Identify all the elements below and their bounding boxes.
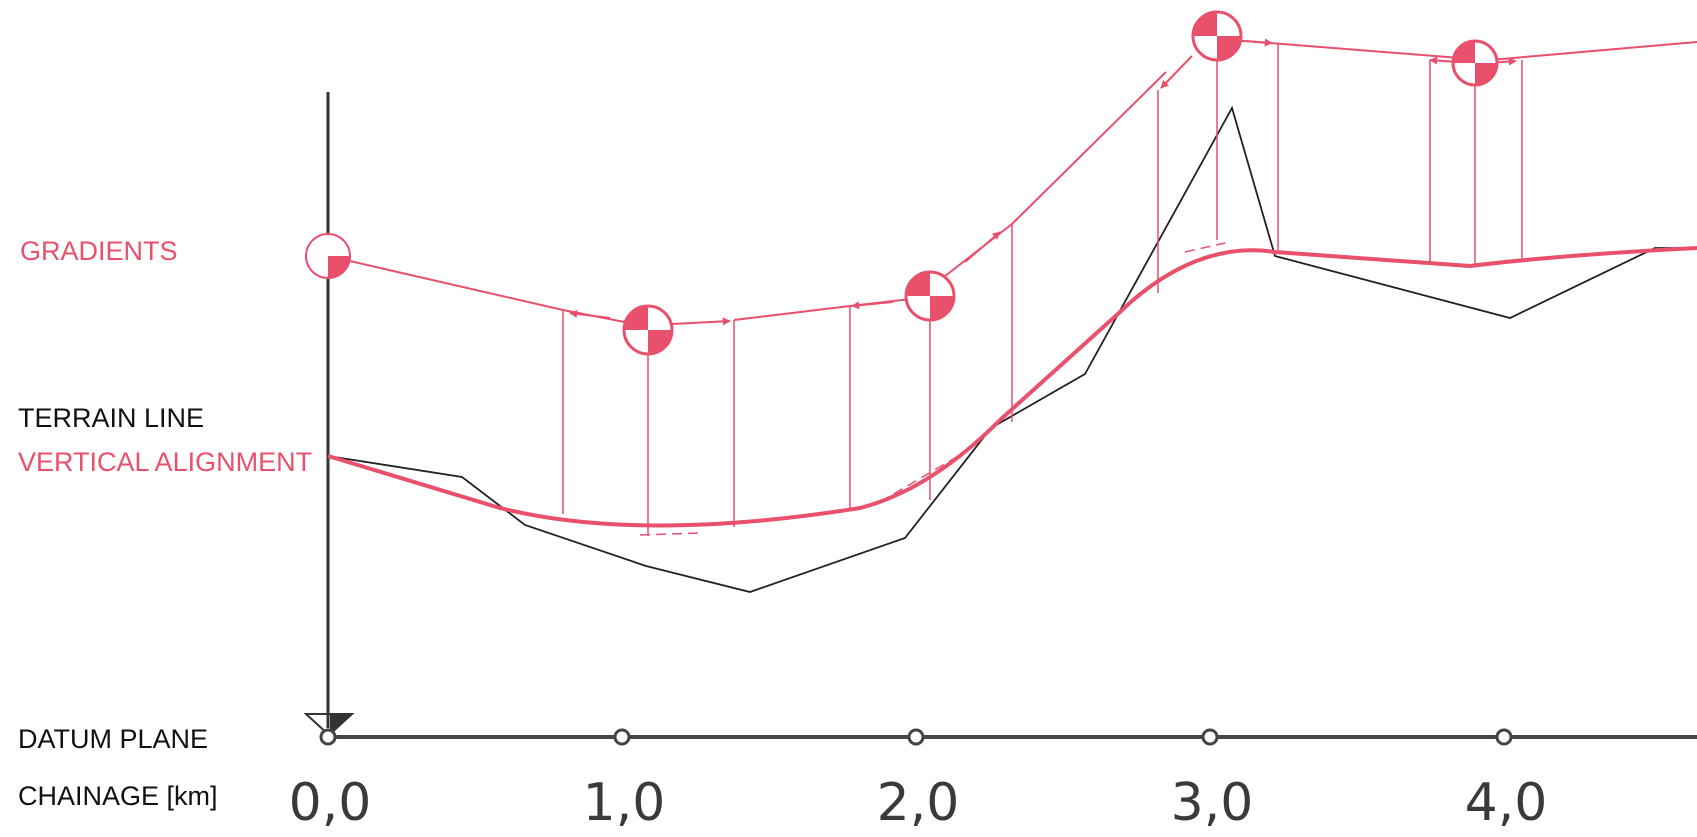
chainage-tick-label: 1,0 xyxy=(583,773,666,833)
chainage-label: CHAINAGE [km] xyxy=(18,781,218,811)
station-symbol-icon xyxy=(622,304,674,356)
chainage-tick-label: 3,0 xyxy=(1171,773,1254,833)
chainage-tick-label: 0,0 xyxy=(289,773,372,833)
chainage-tick-1 xyxy=(613,728,631,746)
chainage-tick-2 xyxy=(907,728,925,746)
vertical-alignment-curve xyxy=(327,246,1697,528)
chainage-tick-label: 4,0 xyxy=(1465,773,1548,833)
station-symbol-icon xyxy=(305,233,351,279)
gradients-label: GRADIENTS xyxy=(20,236,178,266)
gradient-line xyxy=(327,38,1697,328)
station-symbol-icon xyxy=(1451,39,1499,87)
station-symbol-icon xyxy=(1191,10,1243,62)
ordinate-lines xyxy=(562,44,1523,536)
datum-plane-label: DATUM PLANE xyxy=(18,724,208,754)
chainage-tick-4 xyxy=(1495,728,1513,746)
terrain-line-label: TERRAIN LINE xyxy=(18,403,204,433)
vertical-alignment-label: VERTICAL ALIGNMENT xyxy=(18,447,312,477)
chainage-tick-3 xyxy=(1201,728,1219,746)
chainage-tick-0 xyxy=(319,728,337,746)
chainage-tick-label: 2,0 xyxy=(877,773,960,833)
station-symbol-icon xyxy=(904,270,956,322)
